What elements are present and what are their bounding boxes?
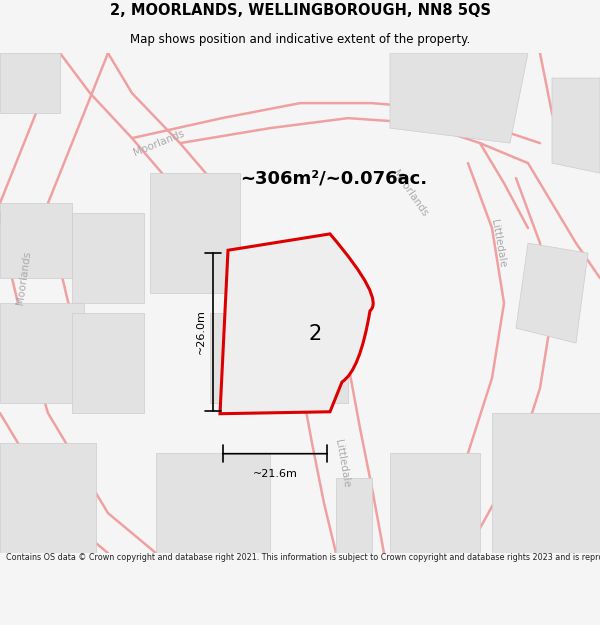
Polygon shape <box>72 313 144 413</box>
Polygon shape <box>0 53 60 113</box>
Text: Littledale: Littledale <box>489 218 507 268</box>
Polygon shape <box>156 453 270 553</box>
Polygon shape <box>0 203 72 278</box>
Text: Map shows position and indicative extent of the property.: Map shows position and indicative extent… <box>130 33 470 46</box>
Polygon shape <box>0 303 84 403</box>
PathPatch shape <box>220 234 373 414</box>
Text: Moorlands: Moorlands <box>15 251 33 306</box>
Polygon shape <box>552 78 600 173</box>
Polygon shape <box>210 313 348 403</box>
Polygon shape <box>516 243 588 343</box>
Polygon shape <box>0 443 96 553</box>
Polygon shape <box>390 53 528 143</box>
Polygon shape <box>492 413 600 553</box>
Text: Contains OS data © Crown copyright and database right 2021. This information is : Contains OS data © Crown copyright and d… <box>6 553 600 562</box>
Text: 2, MOORLANDS, WELLINGBOROUGH, NN8 5QS: 2, MOORLANDS, WELLINGBOROUGH, NN8 5QS <box>110 3 491 18</box>
Polygon shape <box>72 213 144 303</box>
Text: Moorlands: Moorlands <box>390 168 429 218</box>
Text: 2: 2 <box>309 324 322 344</box>
Text: ~26.0m: ~26.0m <box>196 309 206 354</box>
Text: Littledale: Littledale <box>333 438 351 488</box>
Polygon shape <box>150 173 240 293</box>
Text: ~21.6m: ~21.6m <box>253 469 298 479</box>
Text: Moorlands: Moorlands <box>132 128 186 158</box>
Polygon shape <box>390 453 480 553</box>
Polygon shape <box>336 478 372 553</box>
Text: ~306m²/~0.076ac.: ~306m²/~0.076ac. <box>240 169 427 187</box>
